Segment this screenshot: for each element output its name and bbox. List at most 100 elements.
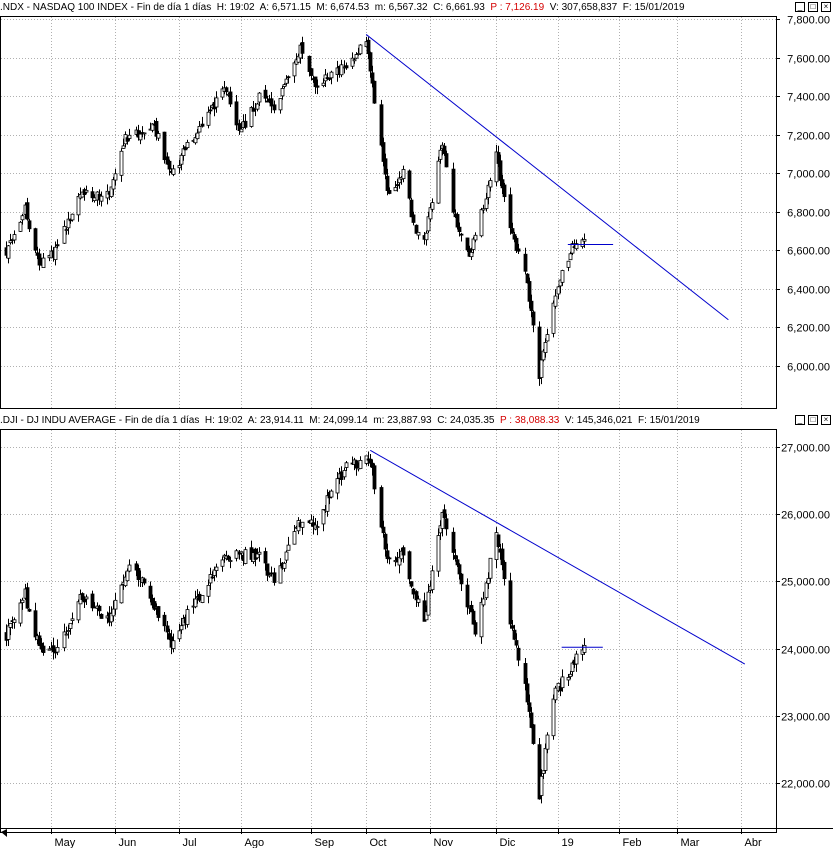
ndx-name: NASDAQ 100 INDEX: [32, 2, 128, 13]
candle: [12, 617, 17, 629]
candle: [27, 608, 32, 613]
candle: [531, 310, 536, 333]
scroll-left-icon[interactable]: [1, 829, 7, 837]
candle: [440, 511, 445, 537]
candle: [41, 642, 46, 656]
downtrend-line[interactable]: [365, 34, 729, 321]
candle: [12, 230, 17, 244]
candle: [358, 44, 363, 56]
downtrend-line[interactable]: [370, 449, 746, 665]
candle: [523, 247, 528, 275]
candle: [471, 609, 476, 625]
dji-high: 24,099.14: [323, 415, 368, 426]
candle: [90, 590, 95, 612]
x-tick-label: Jul: [183, 837, 197, 848]
x-tick-label: 19: [562, 837, 574, 848]
plot-frame: [0, 429, 777, 833]
candle: [171, 164, 176, 177]
candle: [436, 156, 441, 204]
candle: [156, 606, 161, 622]
candle: [200, 116, 205, 128]
candle: [488, 177, 493, 192]
candle: [409, 197, 414, 218]
candle: [469, 247, 474, 260]
candle: [465, 578, 470, 615]
candle: [498, 154, 503, 186]
close-icon[interactable]: ×: [821, 415, 831, 425]
candle: [539, 359, 544, 385]
ndx-close: 6,661.93: [445, 2, 485, 13]
dji-low: 23,887.93: [387, 415, 432, 426]
candle: [206, 579, 211, 604]
candle: [525, 678, 530, 705]
candle: [239, 121, 244, 133]
candle: [307, 55, 312, 77]
candle: [473, 620, 478, 637]
candle: [352, 58, 357, 64]
candle: [70, 213, 75, 222]
maximize-icon[interactable]: □: [808, 415, 818, 425]
candle: [33, 602, 38, 641]
candle: [459, 232, 464, 242]
candle: [197, 591, 202, 603]
candle: [514, 633, 519, 648]
candle: [444, 150, 449, 168]
candle: [33, 227, 38, 254]
candle: [364, 455, 369, 466]
candle: [539, 769, 544, 804]
candle: [430, 198, 435, 212]
candle: [66, 211, 71, 235]
minimize-icon[interactable]: _: [795, 2, 805, 12]
candle: [55, 239, 60, 249]
x-tick-label: Dic: [500, 837, 516, 848]
candle: [263, 85, 268, 103]
y-tick-label: 24,000.00: [781, 645, 830, 657]
candle: [220, 556, 225, 572]
candle: [119, 148, 124, 182]
candle: [339, 466, 344, 486]
candle: [551, 300, 556, 338]
candle: [407, 550, 412, 584]
candle: [269, 91, 274, 114]
candle: [148, 581, 153, 603]
dji-price: 38,088.33: [514, 415, 560, 426]
candle: [251, 101, 256, 112]
candle: [18, 220, 23, 232]
candle: [354, 52, 359, 59]
candle: [411, 587, 416, 599]
candle: [383, 532, 388, 557]
candle: [125, 568, 130, 582]
candle: [370, 65, 375, 88]
candle: [239, 551, 244, 560]
candle: [529, 294, 534, 318]
maximize-icon[interactable]: □: [808, 2, 818, 12]
candle: [20, 597, 25, 610]
candle: [313, 76, 318, 94]
candle: [162, 612, 167, 632]
candle: [556, 285, 561, 299]
x-tick-label: Feb: [623, 837, 642, 848]
close-icon[interactable]: ×: [821, 2, 831, 12]
ndx-high: 6,674.53: [330, 2, 370, 13]
candle: [508, 572, 513, 629]
dji-chart: 27,000.00 26,000.00 25,000.00 24,000.00 23,0…: [0, 429, 833, 848]
candle: [553, 289, 558, 309]
candle: [315, 79, 320, 95]
candle: [381, 520, 386, 538]
minimize-icon[interactable]: _: [795, 415, 805, 425]
candle: [255, 102, 260, 112]
candle: [401, 545, 406, 563]
candle: [335, 472, 340, 500]
candle: [179, 617, 184, 634]
candle: [171, 633, 176, 653]
candle: [280, 85, 285, 100]
candle: [455, 212, 460, 230]
candle: [411, 211, 416, 226]
candle: [195, 129, 200, 140]
candle: [315, 520, 320, 536]
candle: [228, 556, 233, 569]
candle: [286, 75, 291, 84]
candle: [342, 467, 347, 480]
ndx-chart: 7,800.00 7,600.00 7,400.00 7,200.00 7,000.00…: [0, 15, 830, 409]
candle: [82, 187, 87, 201]
